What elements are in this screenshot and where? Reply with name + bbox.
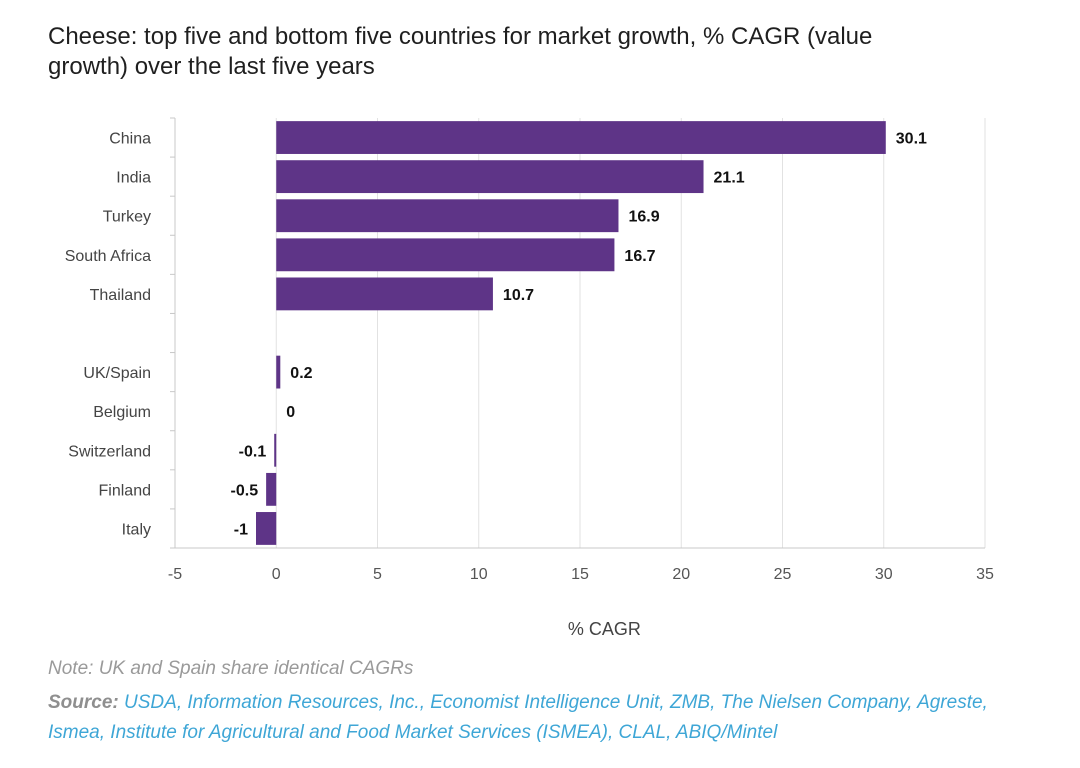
category-label: Belgium bbox=[93, 404, 151, 421]
category-label: UK/Spain bbox=[83, 365, 151, 382]
data-label: 16.9 bbox=[628, 209, 659, 226]
chart-source: Source: USDA, Information Resources, Inc… bbox=[48, 688, 1048, 748]
category-label: Thailand bbox=[90, 287, 151, 304]
source-label: Source: bbox=[48, 692, 119, 713]
bar bbox=[276, 238, 615, 272]
x-tick-label: 5 bbox=[373, 566, 382, 583]
source-text: USDA, Information Resources, Inc., Econo… bbox=[48, 692, 988, 743]
data-label: -0.1 bbox=[239, 443, 267, 460]
bar-chart: China 30.1 India 21.1 Turkey 16.9 South Africa… bbox=[65, 117, 994, 639]
data-label: 16.7 bbox=[624, 248, 655, 265]
x-tick-label: 0 bbox=[272, 566, 281, 583]
data-label: 10.7 bbox=[503, 287, 534, 304]
category-label: China bbox=[109, 131, 151, 148]
category-label: Switzerland bbox=[68, 443, 151, 460]
bar bbox=[274, 433, 277, 467]
data-label: -0.5 bbox=[231, 482, 259, 499]
x-tick-label: 30 bbox=[875, 566, 893, 583]
x-tick-label: -5 bbox=[168, 566, 182, 583]
bar bbox=[266, 472, 277, 506]
x-tick-label: 25 bbox=[774, 566, 792, 583]
data-label: 0.2 bbox=[290, 365, 312, 382]
x-axis-title: % CAGR bbox=[568, 619, 641, 639]
category-label: Italy bbox=[122, 521, 151, 538]
data-label: 0 bbox=[286, 404, 295, 421]
x-tick-label: 35 bbox=[976, 566, 994, 583]
bar bbox=[276, 160, 704, 194]
bar bbox=[276, 121, 886, 154]
x-tick-label: 10 bbox=[470, 566, 488, 583]
category-label: Turkey bbox=[103, 209, 151, 226]
bar bbox=[276, 277, 493, 311]
bar bbox=[256, 512, 277, 545]
category-label: India bbox=[116, 170, 151, 187]
x-tick-label: 20 bbox=[672, 566, 690, 583]
bar bbox=[276, 355, 281, 389]
data-label: 30.1 bbox=[896, 131, 927, 148]
data-label: 21.1 bbox=[714, 170, 745, 187]
x-tick-label: 15 bbox=[571, 566, 589, 583]
data-label: -1 bbox=[234, 521, 248, 538]
category-label: South Africa bbox=[65, 248, 151, 265]
chart-note: Note: UK and Spain share identical CAGRs bbox=[48, 658, 414, 679]
bar bbox=[276, 199, 619, 233]
category-label: Finland bbox=[99, 482, 151, 499]
chart-title: Cheese: top five and bottom five countri… bbox=[48, 23, 873, 80]
